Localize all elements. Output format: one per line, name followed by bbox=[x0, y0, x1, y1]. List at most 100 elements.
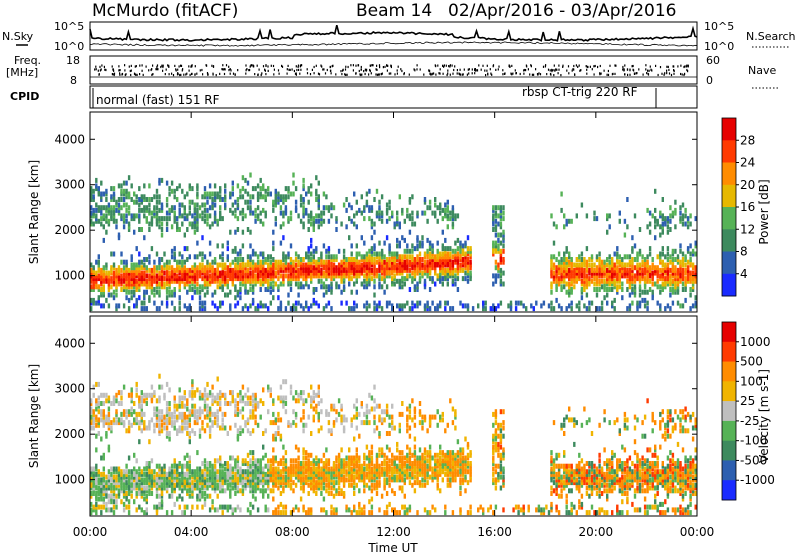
velocity-cell bbox=[92, 491, 95, 496]
velocity-cell bbox=[183, 471, 186, 477]
power-cell bbox=[256, 306, 260, 312]
power-cell bbox=[140, 227, 143, 232]
power-cell bbox=[626, 273, 629, 279]
power-cell bbox=[342, 287, 346, 292]
power-cell bbox=[92, 300, 95, 306]
power-cell bbox=[464, 254, 467, 260]
velocity-cell bbox=[153, 428, 156, 434]
velocity-cell bbox=[191, 469, 194, 475]
power-cell bbox=[221, 257, 224, 262]
velocity-cell bbox=[186, 477, 189, 483]
velocity-cell bbox=[163, 466, 166, 472]
power-cell bbox=[694, 265, 697, 271]
power-cell bbox=[256, 205, 260, 211]
power-cell bbox=[330, 270, 333, 276]
velocity-cell bbox=[150, 477, 154, 483]
power-cell bbox=[241, 265, 245, 271]
power-cell bbox=[616, 273, 619, 279]
power-cell bbox=[201, 300, 204, 306]
velocity-cell bbox=[100, 510, 103, 516]
velocity-cell bbox=[176, 431, 179, 436]
power-cell bbox=[115, 199, 118, 205]
power-cell bbox=[583, 273, 586, 279]
power-cell bbox=[456, 213, 460, 219]
power-cell bbox=[555, 284, 558, 290]
power-cell bbox=[388, 248, 391, 254]
velocity-cell bbox=[163, 471, 166, 477]
power-cell bbox=[193, 202, 197, 208]
power-cell bbox=[502, 248, 505, 254]
power-cell bbox=[244, 289, 247, 295]
power-cell bbox=[353, 273, 356, 279]
power-cell bbox=[423, 259, 427, 265]
power-cell bbox=[689, 278, 692, 284]
power-cell bbox=[170, 188, 174, 194]
power-cell bbox=[140, 207, 143, 213]
power-cell bbox=[436, 218, 439, 224]
velocity-cell bbox=[274, 469, 277, 475]
velocity-cell bbox=[236, 392, 240, 398]
power-cell bbox=[226, 254, 229, 260]
velocity-cell bbox=[92, 411, 95, 417]
freq-mark bbox=[375, 73, 377, 76]
velocity-cell bbox=[246, 482, 250, 488]
power-cell bbox=[269, 273, 272, 279]
velocity-cell bbox=[262, 444, 265, 450]
power-cell bbox=[421, 270, 424, 276]
power-cell bbox=[236, 183, 240, 189]
power-cell bbox=[216, 306, 219, 312]
power-cell bbox=[251, 284, 255, 290]
velocity-cell bbox=[206, 471, 209, 477]
power-cell bbox=[340, 221, 343, 227]
power-cell bbox=[269, 267, 272, 273]
velocity-cell bbox=[264, 488, 267, 494]
power-cell bbox=[684, 270, 687, 276]
velocity-cell bbox=[133, 485, 136, 491]
power-cell bbox=[454, 248, 457, 254]
freq-mark bbox=[309, 73, 312, 76]
velocity-cell bbox=[176, 474, 179, 480]
velocity-cell bbox=[150, 417, 154, 423]
power-cell bbox=[350, 265, 353, 271]
power-cell bbox=[641, 267, 644, 273]
velocity-cell bbox=[158, 471, 161, 477]
power-cell bbox=[105, 213, 108, 219]
power-cell bbox=[578, 273, 581, 279]
velocity-cell bbox=[256, 485, 260, 491]
power-cell bbox=[444, 202, 447, 208]
power-cell bbox=[451, 254, 455, 260]
velocity-cell bbox=[158, 428, 161, 434]
power-cell bbox=[661, 246, 664, 252]
power-cell bbox=[345, 224, 348, 230]
power-cell bbox=[274, 273, 277, 279]
power-colorbar-swatch bbox=[722, 273, 736, 297]
power-cell bbox=[173, 278, 176, 284]
freq-mark bbox=[223, 68, 225, 71]
power-cell bbox=[294, 270, 298, 276]
power-cell bbox=[254, 186, 257, 192]
velocity-cell bbox=[165, 406, 169, 412]
velocity-cell bbox=[216, 485, 219, 491]
power-cell bbox=[466, 265, 470, 271]
velocity-cell bbox=[125, 480, 128, 486]
freq-mark bbox=[306, 72, 309, 75]
power-cell bbox=[95, 183, 98, 189]
power-cell bbox=[317, 265, 320, 271]
velocity-cell bbox=[153, 477, 156, 483]
velocity-cell bbox=[176, 496, 179, 502]
power-cell bbox=[173, 273, 176, 279]
velocity-cell bbox=[193, 420, 197, 426]
power-cell bbox=[439, 300, 442, 306]
power-cell bbox=[621, 287, 624, 292]
power-cell bbox=[148, 267, 151, 273]
power-cell bbox=[181, 202, 184, 208]
power-cell bbox=[674, 278, 677, 284]
power-cell bbox=[560, 306, 563, 312]
power-cell bbox=[611, 278, 614, 284]
power-cell bbox=[191, 287, 194, 292]
power-cell bbox=[105, 205, 108, 211]
power-cell bbox=[140, 300, 143, 306]
power-cell bbox=[163, 281, 166, 287]
power-cell bbox=[646, 224, 649, 230]
power-cell bbox=[178, 270, 181, 276]
